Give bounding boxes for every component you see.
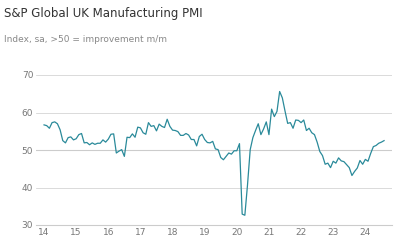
Text: Index, sa, >50 = improvement m/m: Index, sa, >50 = improvement m/m xyxy=(4,35,167,44)
Text: S&P Global UK Manufacturing PMI: S&P Global UK Manufacturing PMI xyxy=(4,8,203,20)
